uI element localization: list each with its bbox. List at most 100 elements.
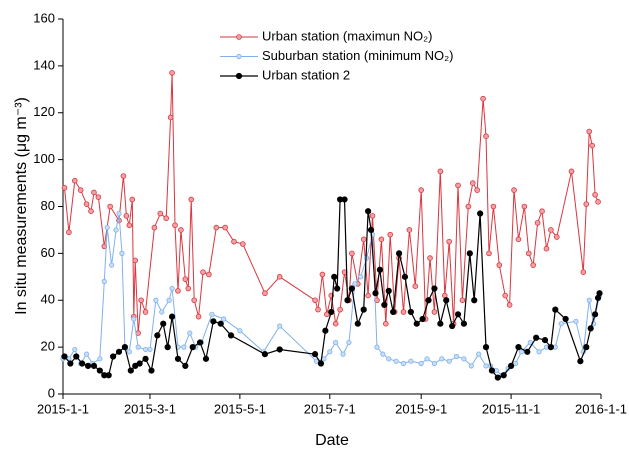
data-point (164, 344, 171, 351)
x-tick-label: 2015-7-1 (304, 401, 356, 416)
data-point (412, 283, 419, 289)
data-point (84, 362, 92, 369)
data-point (319, 271, 326, 278)
data-point (217, 320, 224, 327)
data-point (469, 180, 476, 186)
legend-marker (236, 34, 242, 40)
data-point (400, 309, 407, 315)
y-tick-label: 140 (33, 57, 55, 72)
data-point (360, 306, 367, 313)
data-point (515, 344, 522, 351)
data-point (182, 276, 189, 282)
data-point (178, 227, 184, 233)
y-tick-label: 20 (41, 339, 55, 354)
data-point (385, 287, 392, 294)
data-point (461, 356, 467, 362)
data-point (222, 224, 228, 231)
data-point (592, 311, 599, 318)
data-point (348, 285, 355, 292)
data-point (167, 114, 174, 121)
data-point (231, 238, 237, 245)
data-point (317, 360, 325, 367)
data-point (530, 262, 536, 268)
data-point (147, 346, 153, 353)
data-point (237, 328, 243, 334)
data-point (344, 297, 351, 304)
data-point (209, 311, 215, 317)
data-point (129, 196, 136, 203)
y-tick-label: 100 (33, 151, 55, 166)
y-tick-label: 40 (41, 292, 55, 307)
data-point (480, 95, 486, 102)
data-point (206, 271, 212, 278)
data-point (148, 367, 155, 374)
data-point (110, 353, 117, 360)
data-point (446, 358, 452, 364)
data-point (262, 290, 268, 297)
data-point (482, 344, 490, 351)
data-point (427, 255, 433, 261)
y-tick-label: 80 (41, 198, 55, 213)
data-point (120, 173, 127, 179)
x-tick-label: 2015-3-1 (124, 401, 176, 416)
data-point (131, 316, 137, 322)
data-point (276, 274, 283, 280)
data-point (476, 351, 482, 357)
data-point (521, 203, 528, 210)
data-point (213, 224, 220, 231)
y-tick-label: 120 (33, 104, 55, 119)
data-point (187, 330, 193, 336)
data-point (153, 297, 159, 303)
data-point (431, 360, 438, 367)
data-point (163, 215, 169, 222)
data-point (400, 360, 407, 367)
data-point (518, 349, 525, 355)
legend-marker (235, 72, 243, 80)
data-point (175, 288, 181, 294)
data-point (126, 222, 133, 229)
x-tick-label: 2015-11-1 (482, 401, 540, 416)
data-point (553, 234, 560, 240)
data-point (380, 351, 386, 357)
data-point (533, 334, 540, 341)
data-point (169, 70, 175, 76)
data-point (431, 285, 438, 292)
data-point (322, 327, 329, 334)
y-tick-label: 160 (33, 10, 55, 25)
data-point (374, 297, 380, 304)
data-point (524, 348, 531, 355)
data-point (453, 353, 460, 360)
data-point (512, 360, 519, 367)
data-point (536, 349, 542, 355)
x-tick-label: 2015-9-1 (395, 401, 447, 416)
data-point (502, 292, 508, 299)
data-point (408, 358, 414, 364)
data-point (83, 201, 90, 207)
data-point (449, 322, 456, 330)
legend-text: Suburban station (minimum NO₂) (262, 48, 453, 63)
data-point (105, 372, 112, 379)
legend-marker (236, 53, 242, 60)
data-point (381, 301, 388, 309)
data-point (468, 363, 474, 369)
data-point (157, 210, 164, 217)
data-point (77, 187, 84, 193)
data-point (527, 339, 533, 346)
data-point (61, 353, 68, 360)
data-point (378, 236, 385, 243)
data-point (424, 356, 430, 362)
data-point (340, 351, 346, 357)
data-point (483, 133, 489, 139)
data-point (142, 355, 149, 362)
x-tick-label: 2015-1-1 (37, 401, 89, 416)
data-point (418, 187, 424, 193)
data-point (382, 320, 389, 327)
data-point (71, 177, 78, 184)
data-point (123, 213, 130, 219)
legend-text: Urban station 2 (262, 67, 350, 82)
data-point (331, 273, 338, 280)
data-point (72, 346, 78, 353)
data-point (91, 189, 97, 196)
data-point (471, 297, 478, 304)
data-point (548, 227, 554, 233)
